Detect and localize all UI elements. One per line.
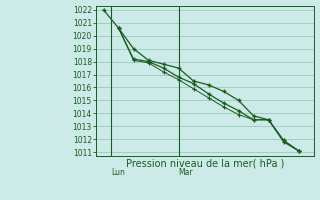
- Text: Mar: Mar: [179, 168, 193, 177]
- Text: Lun: Lun: [111, 168, 125, 177]
- X-axis label: Pression niveau de la mer( hPa ): Pression niveau de la mer( hPa ): [126, 159, 284, 169]
